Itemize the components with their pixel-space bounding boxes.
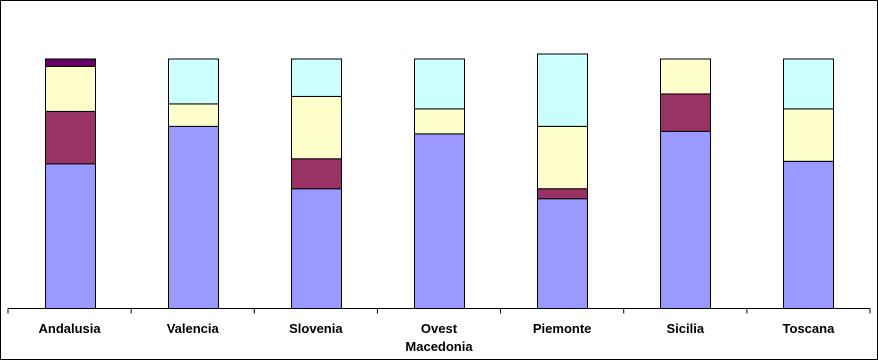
bar-segment: [291, 58, 342, 97]
bar-segment: [660, 58, 711, 95]
bar-segment: [414, 108, 465, 135]
bar-segment: [783, 58, 834, 110]
x-tick-label: Piemonte: [533, 321, 592, 336]
x-tick-label: Slovenia: [289, 321, 343, 336]
bar-segment: [45, 65, 96, 112]
x-tick-label: Ovest Macedonia: [405, 321, 473, 354]
bar-segment: [783, 108, 834, 162]
x-tick-label-line: Valencia: [167, 321, 220, 336]
bar-segment: [291, 188, 342, 310]
bar-segment: [537, 188, 588, 200]
bar-segment: [660, 130, 711, 309]
bar-segment: [45, 58, 96, 67]
bar-segment: [168, 125, 219, 309]
bar-segment: [660, 93, 711, 132]
x-tick-label: Toscana: [783, 321, 836, 336]
bar-segment: [45, 110, 96, 165]
bar-segment: [414, 133, 465, 309]
x-tick-label: Andalusia: [39, 321, 102, 336]
bars-layer: [45, 53, 834, 310]
x-tick-label-line: Piemonte: [533, 321, 592, 336]
x-tick-label-line: Toscana: [783, 321, 836, 336]
x-tick-label-line: Slovenia: [289, 321, 343, 336]
x-tick-label: Valencia: [167, 321, 220, 336]
bar-segment: [537, 125, 588, 190]
x-tick-label-line: Macedonia: [405, 339, 473, 354]
x-tick-label: Sicilia: [666, 321, 704, 336]
bar-segment: [168, 103, 219, 127]
bar-segment: [537, 198, 588, 309]
bar-segment: [414, 58, 465, 110]
x-tick-label-line: Sicilia: [666, 321, 704, 336]
x-axis-ticks: [7, 308, 871, 314]
x-tick-label-line: Andalusia: [39, 321, 102, 336]
x-axis-labels: Andalusia Valencia Slovenia Ovest Macedonia P…: [39, 321, 836, 354]
bar-segment: [291, 158, 342, 190]
x-tick-label-line: Ovest: [421, 321, 458, 336]
bar-segment: [45, 163, 96, 309]
bar-segment: [783, 160, 834, 309]
bar-segment: [168, 58, 219, 105]
bar-segment: [537, 53, 588, 127]
bar-segment: [291, 95, 342, 160]
